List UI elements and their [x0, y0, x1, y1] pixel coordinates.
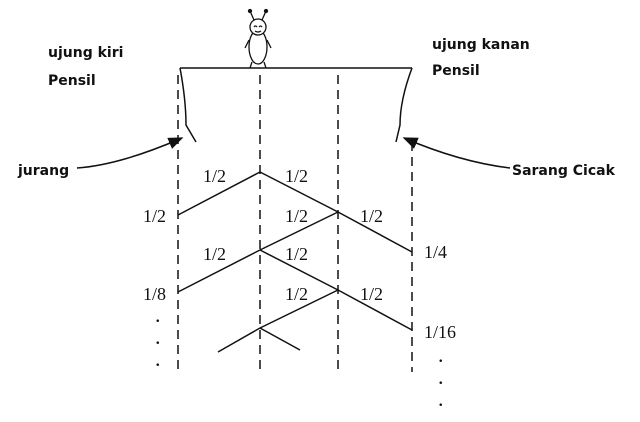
fraction-left-eighth: 1/8	[143, 284, 166, 304]
ellipsis-left-3: .	[155, 346, 161, 371]
left-end-label-line1: ujung kiri	[48, 45, 123, 61]
ellipsis-left-1: .	[155, 302, 161, 327]
branch-4-right	[337, 289, 413, 331]
right-end-label-line2: Pensil	[432, 63, 480, 79]
ellipsis-right-1: .	[438, 342, 444, 367]
fraction-mid-4a: 1/2	[285, 284, 308, 304]
fraction-mid-3: 1/2	[285, 244, 308, 264]
nest-label: Sarang Cicak	[512, 163, 616, 179]
fraction-right-quarter: 1/4	[424, 242, 447, 262]
nest-arrow	[402, 137, 511, 169]
fraction-left-1: 1/2	[143, 206, 166, 226]
fraction-right-4: 1/2	[360, 284, 383, 304]
branch-top-right	[259, 171, 339, 213]
fraction-top-left: 1/2	[203, 166, 226, 186]
cliff-arrow	[76, 137, 184, 169]
ellipsis-left-2: .	[155, 324, 161, 349]
probability-tree	[177, 171, 413, 353]
ellipsis-right-3: .	[438, 386, 444, 411]
branch-5-left	[217, 327, 261, 353]
fraction-right-2: 1/2	[360, 206, 383, 226]
fraction-left-3: 1/2	[203, 244, 226, 264]
dashed-columns	[177, 75, 413, 372]
branch-2-left	[259, 211, 339, 251]
cliff-label: jurang	[17, 163, 69, 179]
branch-5-right	[259, 327, 301, 351]
fraction-right-sixteenth: 1/16	[424, 322, 456, 342]
pencil-outline	[179, 67, 413, 143]
fraction-top-right: 1/2	[285, 166, 308, 186]
branch-2-right	[337, 211, 413, 253]
branch-4-left	[259, 289, 339, 329]
right-end-label-line1: ujung kanan	[432, 37, 530, 53]
ellipsis-right-2: .	[438, 364, 444, 389]
left-end-label-line2: Pensil	[48, 73, 96, 89]
branch-3-right	[259, 249, 339, 291]
branch-top-left	[177, 171, 261, 216]
fraction-mid-2a: 1/2	[285, 206, 308, 226]
gecko-icon	[244, 8, 272, 69]
branch-3-left	[177, 249, 261, 293]
